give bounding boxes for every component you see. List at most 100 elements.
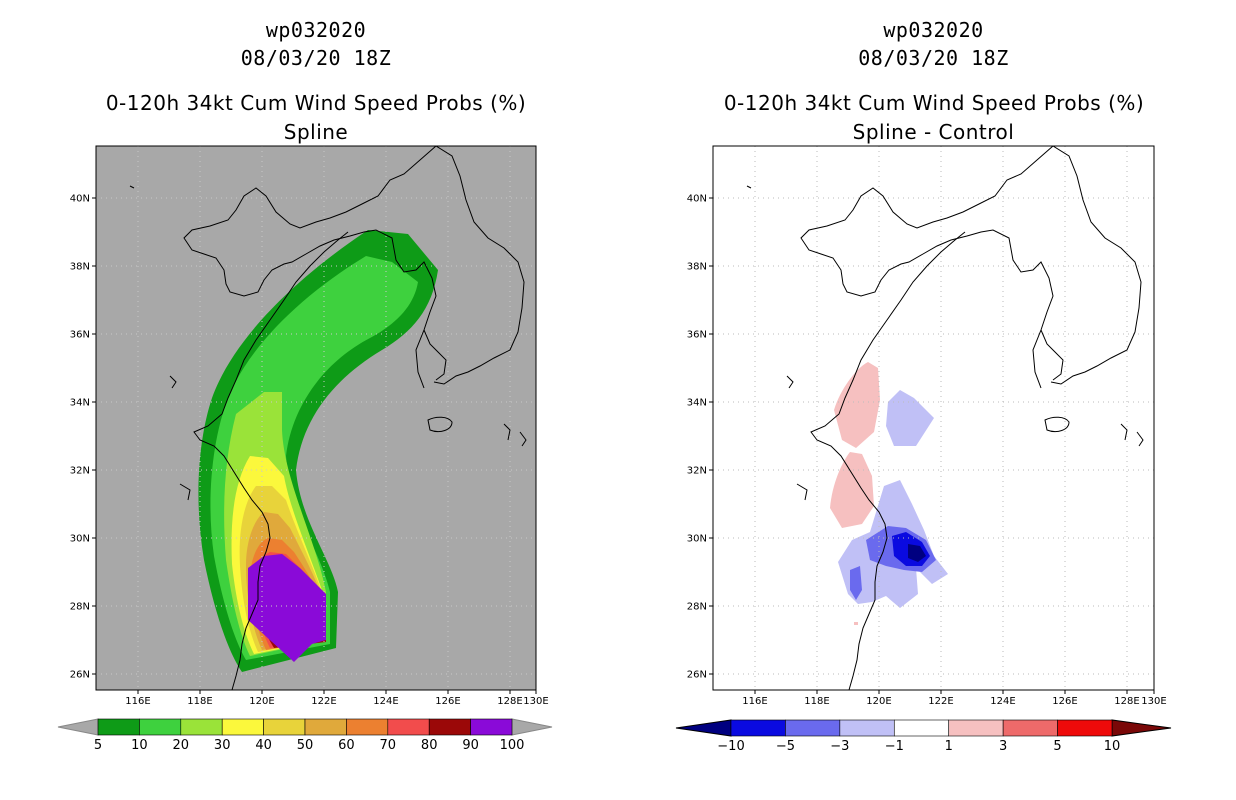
left-colorbar-swatch bbox=[346, 718, 389, 736]
left-variant-title: Spline bbox=[283, 120, 349, 144]
right-colorbar-label: −3 bbox=[830, 739, 849, 754]
left-lon-label: 118E bbox=[187, 696, 212, 707]
right-colorbar-label: 10 bbox=[1104, 739, 1121, 754]
left-colorbar-over-triangle bbox=[511, 718, 553, 736]
left-colorbar-label: 10 bbox=[131, 738, 148, 753]
right-colorbar-swatch bbox=[839, 719, 895, 737]
right-colorbar-swatch bbox=[1002, 719, 1058, 737]
prob-contour-100 bbox=[248, 554, 326, 662]
left-colorbar-swatch bbox=[97, 718, 140, 736]
left-colorbar-under-triangle bbox=[57, 718, 99, 736]
right-colorbar-swatch bbox=[948, 719, 1004, 737]
left-valid-time: 08/03/20 18Z bbox=[240, 46, 392, 70]
right-colorbar-label: 3 bbox=[999, 739, 1007, 754]
right-lat-label: 32N bbox=[687, 466, 707, 477]
left-lon-label: 130E bbox=[523, 696, 548, 707]
right-lon-label: 128E bbox=[1114, 696, 1139, 707]
left-lat-label: 32N bbox=[70, 466, 90, 477]
diff-pos-1-south bbox=[830, 452, 874, 528]
right-colorbar-swatch bbox=[785, 719, 841, 737]
right-lat-label: 38N bbox=[687, 262, 707, 273]
left-lat-label: 38N bbox=[70, 262, 90, 273]
right-lon-label: 118E bbox=[804, 696, 829, 707]
left-lon-label: 122E bbox=[311, 696, 336, 707]
right-lat-label: 34N bbox=[687, 398, 707, 409]
right-lon-label: 120E bbox=[866, 696, 891, 707]
right-axis-ticks: 40N 38N 36N 34N 32N 30N 28N 26N 116E 118E 120E 122E… bbox=[687, 194, 1167, 708]
left-colorbar-label: 90 bbox=[462, 738, 479, 753]
diff-neg-10 bbox=[908, 544, 926, 562]
left-colorbar-label: 20 bbox=[173, 738, 190, 753]
left-map: 40N 38N 36N 34N 32N 30N 28N 26N 116E 118E 120E 122E… bbox=[70, 145, 549, 708]
left-axis-ticks: 40N 38N 36N 34N 32N 30N 28N 26N 116E 118E 120E 122E… bbox=[70, 194, 549, 708]
left-colorbar-label: 70 bbox=[380, 738, 397, 753]
right-coastlines bbox=[746, 146, 1144, 690]
left-lon-label: 120E bbox=[249, 696, 274, 707]
left-colorbar-label: 5 bbox=[94, 738, 102, 753]
left-colorbar-swatch bbox=[304, 718, 347, 736]
right-lon-label: 130E bbox=[1141, 696, 1166, 707]
right-variant-title: Spline - Control bbox=[852, 120, 1015, 144]
left-colorbar-label: 50 bbox=[297, 738, 314, 753]
right-lon-label: 126E bbox=[1052, 696, 1077, 707]
right-lat-label: 26N bbox=[687, 670, 707, 681]
left-lat-label: 30N bbox=[70, 534, 90, 545]
right-lon-label: 116E bbox=[742, 696, 767, 707]
right-lat-label: 30N bbox=[687, 534, 707, 545]
left-lat-label: 36N bbox=[70, 330, 90, 341]
left-map-frame bbox=[95, 145, 537, 691]
left-colorbar: 5 10 20 30 40 50 60 70 80 90 100 bbox=[57, 718, 553, 753]
left-lon-label: 124E bbox=[373, 696, 398, 707]
right-map-frame bbox=[712, 145, 1155, 691]
left-coastlines bbox=[129, 146, 527, 690]
left-colorbar-swatch bbox=[180, 718, 223, 736]
right-colorbar-label: −10 bbox=[717, 739, 744, 754]
right-lat-label: 40N bbox=[687, 194, 707, 205]
right-lon-label: 122E bbox=[928, 696, 953, 707]
right-lon-label: 124E bbox=[990, 696, 1015, 707]
left-colorbar-swatch bbox=[428, 718, 471, 736]
right-colorbar-label: 1 bbox=[945, 739, 953, 754]
left-colorbar-swatch bbox=[139, 718, 182, 736]
right-colorbar-label: −5 bbox=[776, 739, 795, 754]
right-colorbar-swatch bbox=[1057, 719, 1113, 737]
right-map: 40N 38N 36N 34N 32N 30N 28N 26N 116E 118E 120E 122E… bbox=[687, 145, 1167, 708]
right-colorbar-over-triangle bbox=[1111, 719, 1172, 737]
right-colorbar-label: 5 bbox=[1053, 739, 1061, 754]
left-colorbar-label: 100 bbox=[500, 738, 525, 753]
right-colorbar-under-triangle bbox=[675, 719, 732, 737]
right-gridlines bbox=[713, 146, 1154, 690]
left-colorbar-label: 80 bbox=[421, 738, 438, 753]
left-colorbar-swatch bbox=[470, 718, 513, 736]
right-colorbar-swatch bbox=[730, 719, 786, 737]
left-colorbar-label: 40 bbox=[255, 738, 272, 753]
right-colorbar-swatch bbox=[893, 719, 950, 737]
right-lat-label: 28N bbox=[687, 602, 707, 613]
left-colorbar-swatch bbox=[221, 718, 264, 736]
left-storm-id: wp032020 bbox=[265, 18, 367, 42]
diff-pos-1-north bbox=[834, 362, 880, 448]
right-colorbar: −10 −5 −3 −1 1 3 5 10 bbox=[675, 719, 1172, 754]
left-colorbar-label: 30 bbox=[214, 738, 231, 753]
right-valid-time: 08/03/20 18Z bbox=[858, 46, 1009, 70]
left-colorbar-swatch bbox=[387, 718, 430, 736]
right-storm-id: wp032020 bbox=[883, 18, 984, 42]
left-lon-label: 128E bbox=[497, 696, 522, 707]
left-lon-label: 126E bbox=[435, 696, 460, 707]
left-lon-label: 116E bbox=[125, 696, 150, 707]
left-lat-label: 40N bbox=[70, 194, 90, 205]
right-colorbar-label: −1 bbox=[885, 739, 904, 754]
left-lat-label: 28N bbox=[70, 602, 90, 613]
right-lat-label: 36N bbox=[687, 330, 707, 341]
left-product-title: 0-120h 34kt Cum Wind Speed Probs (%) bbox=[105, 91, 527, 115]
diff-neg-1-north bbox=[886, 390, 934, 446]
right-difference-field bbox=[713, 146, 1154, 690]
left-probability-field bbox=[96, 146, 536, 690]
left-lat-label: 26N bbox=[70, 670, 90, 681]
right-product-title: 0-120h 34kt Cum Wind Speed Probs (%) bbox=[723, 91, 1145, 115]
left-lat-label: 34N bbox=[70, 398, 90, 409]
diff-pos-small bbox=[854, 622, 858, 625]
left-colorbar-swatch bbox=[263, 718, 306, 736]
left-colorbar-label: 60 bbox=[338, 738, 355, 753]
